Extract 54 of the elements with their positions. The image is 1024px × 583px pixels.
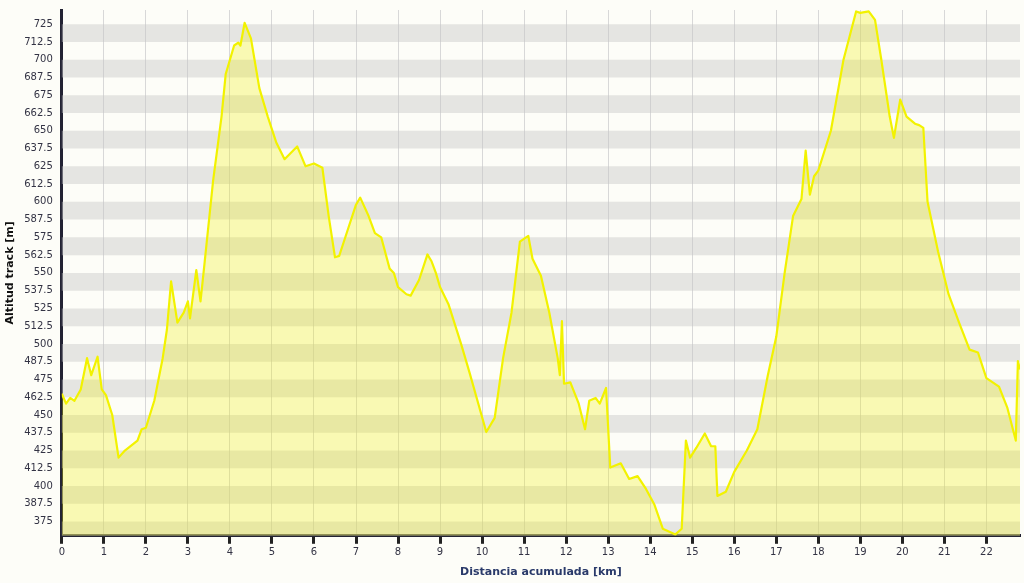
- y-tick-label: 625: [33, 159, 53, 171]
- y-tick-label: 512.5: [24, 319, 53, 331]
- x-tick-label: 7: [352, 546, 360, 558]
- x-tick-label: 19: [853, 546, 867, 558]
- y-tick-label: 662.5: [24, 106, 53, 118]
- x-tick-label: 16: [727, 546, 741, 558]
- y-tick-label: 387.5: [24, 497, 53, 509]
- y-tick-label: 612.5: [24, 177, 53, 189]
- x-tick-label: 15: [685, 546, 699, 558]
- y-axis-title: Altitud track [m]: [3, 221, 17, 325]
- x-tick-label: 20: [895, 546, 909, 558]
- x-tick-label: 22: [980, 546, 993, 558]
- y-tick-label: 412.5: [24, 461, 53, 473]
- y-tick-label: 537.5: [24, 284, 53, 296]
- x-tick-label: 3: [184, 546, 192, 558]
- y-tick-label: 475: [33, 373, 53, 385]
- y-tick-label: 462.5: [24, 390, 53, 402]
- y-tick-label: 575: [33, 230, 53, 242]
- y-tick-label: 562.5: [24, 248, 53, 260]
- y-tick-label: 400: [33, 479, 53, 491]
- y-tick-label: 437.5: [24, 426, 53, 438]
- y-tick-label: 525: [33, 302, 53, 314]
- y-tick-label: 500: [33, 337, 53, 349]
- y-tick-label: 700: [33, 53, 53, 65]
- y-tick-label: 637.5: [24, 142, 53, 154]
- x-tick-label: 21: [937, 546, 951, 558]
- x-tick-label: 14: [643, 546, 657, 558]
- x-tick-label: 12: [559, 546, 573, 558]
- y-tick-label: 450: [33, 408, 53, 420]
- x-tick-label: 9: [436, 546, 444, 558]
- x-tick-label: 8: [394, 546, 402, 558]
- y-tick-label: 587.5: [24, 213, 53, 225]
- y-tick-label: 487.5: [24, 355, 53, 367]
- x-tick-label: 13: [601, 546, 615, 558]
- x-tick-label: 11: [517, 546, 531, 558]
- x-axis-title: Distancia acumulada [km]: [460, 565, 622, 579]
- y-tick-label: 425: [33, 444, 53, 456]
- x-tick-label: 18: [811, 546, 825, 558]
- x-tick-label: 0: [58, 546, 66, 558]
- y-tick-label: 725: [33, 17, 53, 29]
- y-tick-label: 712.5: [24, 35, 53, 47]
- x-tick-label: 17: [769, 546, 783, 558]
- x-tick-label: 2: [142, 546, 150, 558]
- x-tick-label: 1: [100, 546, 108, 558]
- y-tick-label: 375: [33, 515, 53, 527]
- x-tick-label: 10: [475, 546, 489, 558]
- y-tick-label: 550: [33, 266, 53, 278]
- x-tick-label: 6: [310, 546, 318, 558]
- y-tick-label: 675: [33, 88, 53, 100]
- y-tick-label: 687.5: [24, 71, 53, 83]
- y-tick-label: 600: [33, 195, 53, 207]
- x-tick-label: 4: [226, 546, 234, 558]
- x-tick-label: 5: [268, 546, 276, 558]
- y-tick-label: 650: [33, 124, 53, 136]
